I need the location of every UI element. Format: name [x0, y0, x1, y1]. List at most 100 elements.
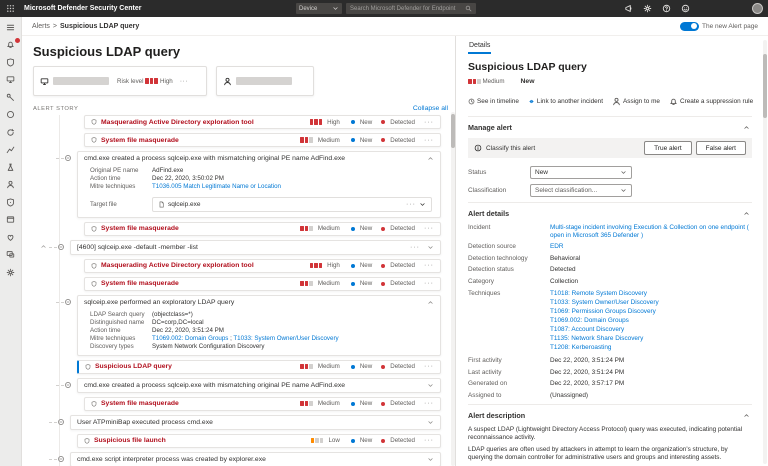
avatar[interactable]: [752, 3, 763, 14]
more-button[interactable]: ···: [424, 280, 434, 288]
more-button[interactable]: ···: [424, 437, 434, 445]
chevron-down-icon[interactable]: [427, 382, 434, 389]
process-box[interactable]: [4600] sqlceip.exe -default -member -lis…: [70, 239, 441, 255]
feedback-smiley-icon[interactable]: [681, 4, 690, 13]
more-button[interactable]: ···: [424, 262, 434, 270]
device-scope-select[interactable]: Device: [296, 3, 342, 14]
action-label: See in timeline: [477, 98, 519, 105]
technique-link[interactable]: T1018: Remote System Discovery: [550, 289, 647, 297]
dashboard-circle-icon[interactable]: [5, 110, 17, 120]
global-search-input[interactable]: Search Microsoft Defender for Endpoint: [346, 3, 476, 14]
breadcrumb-alerts-link[interactable]: Alerts: [32, 22, 50, 30]
help-icon[interactable]: [662, 4, 671, 13]
user-card[interactable]: [216, 66, 314, 96]
target-file-box[interactable]: sqlceip.exe ···: [152, 196, 432, 212]
waffle-menu-icon[interactable]: [0, 0, 20, 17]
auto-investigation-sync-icon[interactable]: [5, 127, 17, 137]
classification-label: Classification: [468, 187, 507, 194]
detail-value[interactable]: EDR: [550, 243, 564, 251]
alert-description-section-header[interactable]: Alert description: [468, 405, 752, 426]
false-alert-button[interactable]: False alert: [695, 141, 746, 155]
evaluation-flask-icon[interactable]: [5, 162, 17, 172]
whats-new-megaphone-icon[interactable]: [624, 4, 633, 13]
chevron-up-icon[interactable]: [427, 155, 434, 162]
chevron-up-icon[interactable]: [427, 299, 434, 306]
alert-row-box[interactable]: Suspicious LDAP query Medium New Detected ··…: [77, 359, 441, 374]
settings-gear-icon[interactable]: [643, 4, 652, 13]
chevron-down-icon[interactable]: [419, 201, 426, 208]
true-alert-button[interactable]: True alert: [644, 141, 692, 155]
technique-link[interactable]: T1087: Account Discovery: [550, 325, 625, 333]
technique-link[interactable]: T1069: Permission Groups Discovery: [550, 307, 656, 315]
settings-gear-icon[interactable]: [5, 267, 17, 277]
timeline-scrollbar[interactable]: [451, 112, 455, 466]
alert-row-box[interactable]: System file masquerade Medium New Detected ·…: [84, 221, 441, 236]
tab-details[interactable]: Details: [468, 41, 492, 54]
device-card[interactable]: Risk level High ···: [33, 66, 207, 96]
process-box[interactable]: User ATPminiBap executed process cmd.exe: [70, 414, 441, 430]
more-button[interactable]: ···: [406, 200, 416, 208]
simulations-window-icon[interactable]: [5, 215, 17, 225]
service-health-heart-icon[interactable]: [5, 232, 17, 242]
status-dropdown[interactable]: New: [530, 166, 632, 179]
process-header[interactable]: cmd.exe created a process sqlceip.exe wi…: [78, 379, 440, 392]
process-box[interactable]: sqlceip.exe performed an exploratory LDA…: [77, 294, 441, 356]
mitre-technique-link[interactable]: T1033: System Owner/User Discovery: [233, 335, 339, 343]
chevron-down-icon[interactable]: [427, 456, 434, 463]
alert-row-box[interactable]: Masquerading Active Directory exploratio…: [84, 258, 441, 273]
panel-scrollbar-thumb[interactable]: [763, 54, 767, 118]
alert-row-box[interactable]: Suspicious file launch Low New Detected ···: [77, 433, 441, 448]
process-box[interactable]: cmd.exe created a process sqlceip.exe wi…: [77, 377, 441, 393]
partners-person-icon[interactable]: [5, 180, 17, 190]
technique-link[interactable]: T1208: Kerberoasting: [550, 344, 612, 352]
alert-row-box[interactable]: Masquerading Active Directory exploratio…: [84, 115, 441, 129]
chevron-down-icon[interactable]: [427, 419, 434, 426]
process-title: cmd.exe script interpreter process was c…: [77, 455, 266, 463]
technique-link[interactable]: T1069.002: Domain Groups: [550, 316, 629, 324]
device-card-more[interactable]: ···: [179, 77, 189, 85]
assign-to-me-action[interactable]: Assign to me: [612, 97, 660, 106]
manage-alert-section-header[interactable]: Manage alert: [468, 117, 752, 138]
alerts-bell-icon[interactable]: [5, 37, 20, 50]
collapse-all-link[interactable]: Collapse all: [412, 105, 448, 112]
hamburger-menu-icon[interactable]: [5, 22, 17, 32]
panel-scrollbar[interactable]: [763, 40, 767, 464]
create-a-suppression-rule-action[interactable]: Create a suppression rule: [669, 97, 753, 106]
incident-link[interactable]: Multi-stage incident involving Execution…: [550, 224, 749, 239]
process-header[interactable]: User ATPminiBap executed process cmd.exe: [71, 416, 440, 429]
tree-collapse-icon[interactable]: [40, 243, 47, 250]
alert-details-section-header[interactable]: Alert details: [468, 203, 752, 224]
vulnerability-wrench-icon[interactable]: [5, 92, 17, 102]
more-button[interactable]: ···: [424, 136, 434, 144]
process-box[interactable]: cmd.exe created a process sqlceip.exe wi…: [77, 151, 441, 218]
hunting-chart-icon[interactable]: [5, 145, 17, 155]
more-button[interactable]: ···: [410, 243, 420, 251]
mitre-technique-link[interactable]: T1069.002: Domain Groups: [152, 335, 229, 343]
security-shield-icon[interactable]: [5, 57, 17, 67]
classification-dropdown[interactable]: Select classification...: [530, 184, 632, 197]
tutorials-shield-icon[interactable]: [5, 197, 17, 207]
alert-row-box[interactable]: System file masquerade Medium New Detected ·…: [84, 396, 441, 411]
technique-link[interactable]: T1135: Network Share Discovery: [550, 335, 644, 343]
alert-row-box[interactable]: System file masquerade Medium New Detected ·…: [84, 133, 441, 147]
process-header[interactable]: sqlceip.exe performed an exploratory LDA…: [78, 296, 440, 309]
chevron-down-icon[interactable]: [427, 244, 434, 251]
process-header[interactable]: [4600] sqlceip.exe -default -member -lis…: [71, 241, 440, 254]
device-monitor-icon[interactable]: [5, 75, 17, 85]
more-button[interactable]: ···: [424, 400, 434, 408]
more-button[interactable]: ···: [424, 363, 434, 371]
new-alert-page-toggle[interactable]: [679, 21, 699, 31]
link-separator: ;: [228, 335, 234, 343]
mitre-technique-link[interactable]: T1036.005 Match Legitimate Name or Locat…: [152, 183, 281, 191]
timeline-scrollbar-thumb[interactable]: [451, 114, 455, 148]
see-in-timeline-action[interactable]: See in timeline: [468, 97, 519, 106]
more-button[interactable]: ···: [424, 225, 434, 233]
process-box[interactable]: cmd.exe script interpreter process was c…: [70, 451, 441, 466]
technique-link[interactable]: T1033: System Owner/User Discovery: [550, 298, 659, 306]
process-header[interactable]: cmd.exe created a process sqlceip.exe wi…: [78, 152, 440, 165]
alert-row-box[interactable]: System file masquerade Medium New Detected ·…: [84, 276, 441, 291]
process-header[interactable]: cmd.exe script interpreter process was c…: [71, 453, 440, 466]
device-groups-icon[interactable]: [5, 250, 17, 260]
link-to-another-incident-action[interactable]: Link to another incident: [528, 97, 603, 106]
more-button[interactable]: ···: [424, 118, 434, 126]
